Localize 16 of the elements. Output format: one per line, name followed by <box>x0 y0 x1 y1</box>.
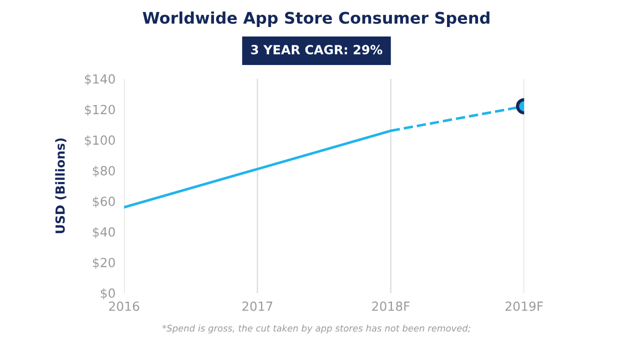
text: 3 YEAR CAGR: 29% <box>251 44 382 54</box>
y-tick-label: $120 <box>84 104 115 116</box>
x-tick-label: 2017 <box>242 302 272 311</box>
y-tick-label: $40 <box>92 227 115 238</box>
y-tick-label: $100 <box>84 135 115 147</box>
y-tick-label: $20 <box>92 258 115 269</box>
text: *Spend is gross, the cut taken by app stores has not been removed; <box>162 324 470 334</box>
y-tick-label: $60 <box>92 196 115 208</box>
y-tick-label: $80 <box>92 166 115 178</box>
x-tick-label: 2019F <box>506 302 543 311</box>
chart-title: Worldwide App Store Consumer Spend <box>142 12 490 27</box>
y-axis-title: USD (Billions) <box>55 138 66 234</box>
y-tick-label: $0 <box>100 288 115 300</box>
y-tick-label: $140 <box>84 74 115 86</box>
x-tick-label: 2018F <box>372 302 410 311</box>
x-tick-label: 2016 <box>109 302 140 311</box>
